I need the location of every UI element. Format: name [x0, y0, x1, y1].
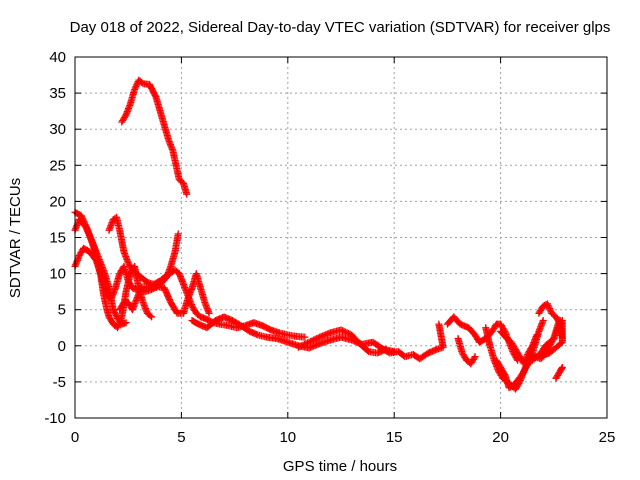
data-point: [183, 190, 191, 198]
y-tick-label: 20: [49, 193, 66, 210]
data-point: [343, 329, 351, 337]
data-point: [337, 326, 345, 334]
y-tick-label: 5: [58, 302, 66, 319]
x-axis-label: GPS time / hours: [283, 458, 397, 475]
y-tick-label: 35: [49, 85, 66, 102]
y-tick-label: -5: [53, 374, 66, 391]
y-tick-label: 30: [49, 121, 66, 138]
data-point: [307, 337, 315, 345]
x-tick-label: 10: [279, 429, 296, 446]
y-tick-label: -10: [44, 410, 66, 427]
data-point: [546, 305, 554, 313]
series-track-d: [105, 213, 309, 341]
series-track-o: [535, 300, 566, 343]
data-point: [435, 320, 443, 328]
data-point: [555, 319, 563, 327]
data-point: [545, 303, 553, 311]
y-tick-label: 25: [49, 157, 66, 174]
data-point: [296, 343, 304, 351]
data-point: [528, 343, 536, 351]
data-point: [310, 336, 318, 344]
data-point: [340, 327, 348, 335]
x-tick-label: 5: [177, 429, 185, 446]
y-tick-label: 40: [49, 49, 66, 66]
series-track-hump: [118, 76, 191, 198]
data-point: [138, 79, 146, 87]
data-point: [146, 312, 154, 320]
data-point: [544, 301, 552, 309]
x-tick-label: 20: [492, 429, 509, 446]
data-point: [345, 330, 353, 338]
y-tick-label: 10: [49, 266, 66, 283]
data-point: [471, 353, 479, 361]
chart-title: Day 018 of 2022, Sidereal Day-to-day VTE…: [70, 19, 611, 36]
x-tick-label: 0: [71, 429, 79, 446]
data-point: [308, 337, 316, 345]
series-track-e: [116, 270, 213, 317]
data-point: [301, 340, 309, 348]
data-point: [558, 335, 566, 343]
data-point: [311, 335, 319, 343]
data-point: [342, 328, 350, 336]
series-track-j: [454, 335, 479, 368]
data-point: [313, 335, 321, 343]
y-tick-label: 15: [49, 230, 66, 247]
data-point: [297, 342, 305, 350]
data-point: [339, 327, 347, 335]
data-point: [205, 309, 213, 317]
data-point: [541, 350, 549, 358]
data-point: [148, 285, 156, 293]
data-point: [151, 284, 159, 292]
data-point: [121, 112, 129, 120]
data-point: [131, 85, 139, 93]
data-point: [302, 340, 310, 348]
y-tick-label: 0: [58, 338, 66, 355]
data-point: [470, 354, 478, 362]
data-point: [543, 300, 551, 308]
plot-frame: [74, 56, 608, 419]
data-point: [533, 331, 541, 339]
data-point: [132, 82, 140, 90]
series-track-p: [552, 363, 566, 382]
data-point: [314, 334, 322, 342]
data-point: [174, 230, 182, 238]
series-track-m: [497, 327, 541, 368]
data-point: [546, 306, 554, 314]
x-tick-label: 15: [386, 429, 403, 446]
x-tick-label: 25: [599, 429, 616, 446]
data-point: [122, 319, 130, 327]
data-point: [149, 285, 157, 293]
data-point: [539, 317, 547, 325]
data-point: [301, 333, 309, 341]
data-point: [131, 84, 139, 92]
data-point: [304, 339, 312, 347]
data-point: [558, 365, 566, 373]
data-point: [133, 81, 141, 89]
y-axis-label: SDTVAR / TECUs: [7, 178, 24, 298]
data-point: [148, 313, 156, 321]
data-point: [294, 343, 302, 351]
series-track-h: [380, 320, 447, 363]
data-point: [305, 338, 313, 346]
data-point: [558, 363, 566, 371]
grid-lines: [75, 57, 607, 418]
tick-labels: 0 5 10 15 20 25 -10 -5 0 5 10 15 20 25 30 35 40: [44, 49, 615, 446]
data-point: [299, 341, 307, 349]
